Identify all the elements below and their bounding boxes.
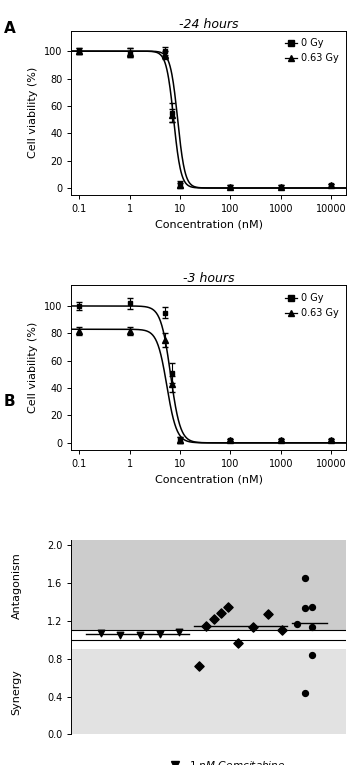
Point	[196, 660, 202, 672]
Point	[294, 617, 300, 630]
Point	[302, 687, 307, 699]
Point	[265, 608, 271, 620]
Y-axis label: Cell viability (%): Cell viability (%)	[29, 67, 39, 158]
Title: -24 hours: -24 hours	[179, 18, 238, 31]
X-axis label: Concentration (nM): Concentration (nM)	[155, 474, 263, 484]
Point	[118, 629, 124, 641]
Point	[176, 626, 182, 638]
Point	[302, 602, 307, 614]
Point	[280, 624, 285, 636]
Point	[98, 627, 104, 640]
Text: B: B	[4, 394, 15, 409]
Point	[211, 613, 217, 625]
X-axis label: Concentration (nM): Concentration (nM)	[155, 220, 263, 230]
Bar	[71, 540, 346, 630]
Legend: 0 Gy, 0.63 Gy: 0 Gy, 0.63 Gy	[282, 290, 341, 321]
Title: -3 hours: -3 hours	[183, 272, 235, 285]
Bar	[71, 649, 346, 734]
Point	[309, 601, 315, 613]
Point	[309, 621, 315, 633]
Y-axis label: Cell viability (%): Cell viability (%)	[29, 322, 39, 413]
Text: Synergy: Synergy	[11, 669, 21, 715]
Text: A: A	[4, 21, 15, 37]
Point	[218, 607, 224, 620]
Text: Antagonism: Antagonism	[11, 552, 21, 619]
Point	[302, 572, 307, 584]
Point	[157, 628, 163, 640]
Legend: $\it{1\ nM\ Gemcitabine}$, $\it{5\ nM\ Gemcitabine}$, $\it{10\ nM\ Gemcitabine}$: $\it{1\ nM\ Gemcitabine}$, $\it{5\ nM\ G…	[170, 759, 292, 765]
Point	[236, 636, 241, 649]
Point	[137, 629, 143, 641]
Bar	[71, 630, 346, 649]
Legend: 0 Gy, 0.63 Gy: 0 Gy, 0.63 Gy	[282, 35, 341, 66]
Point	[250, 621, 256, 633]
Point	[309, 649, 315, 661]
Point	[226, 601, 231, 613]
Point	[203, 620, 209, 633]
